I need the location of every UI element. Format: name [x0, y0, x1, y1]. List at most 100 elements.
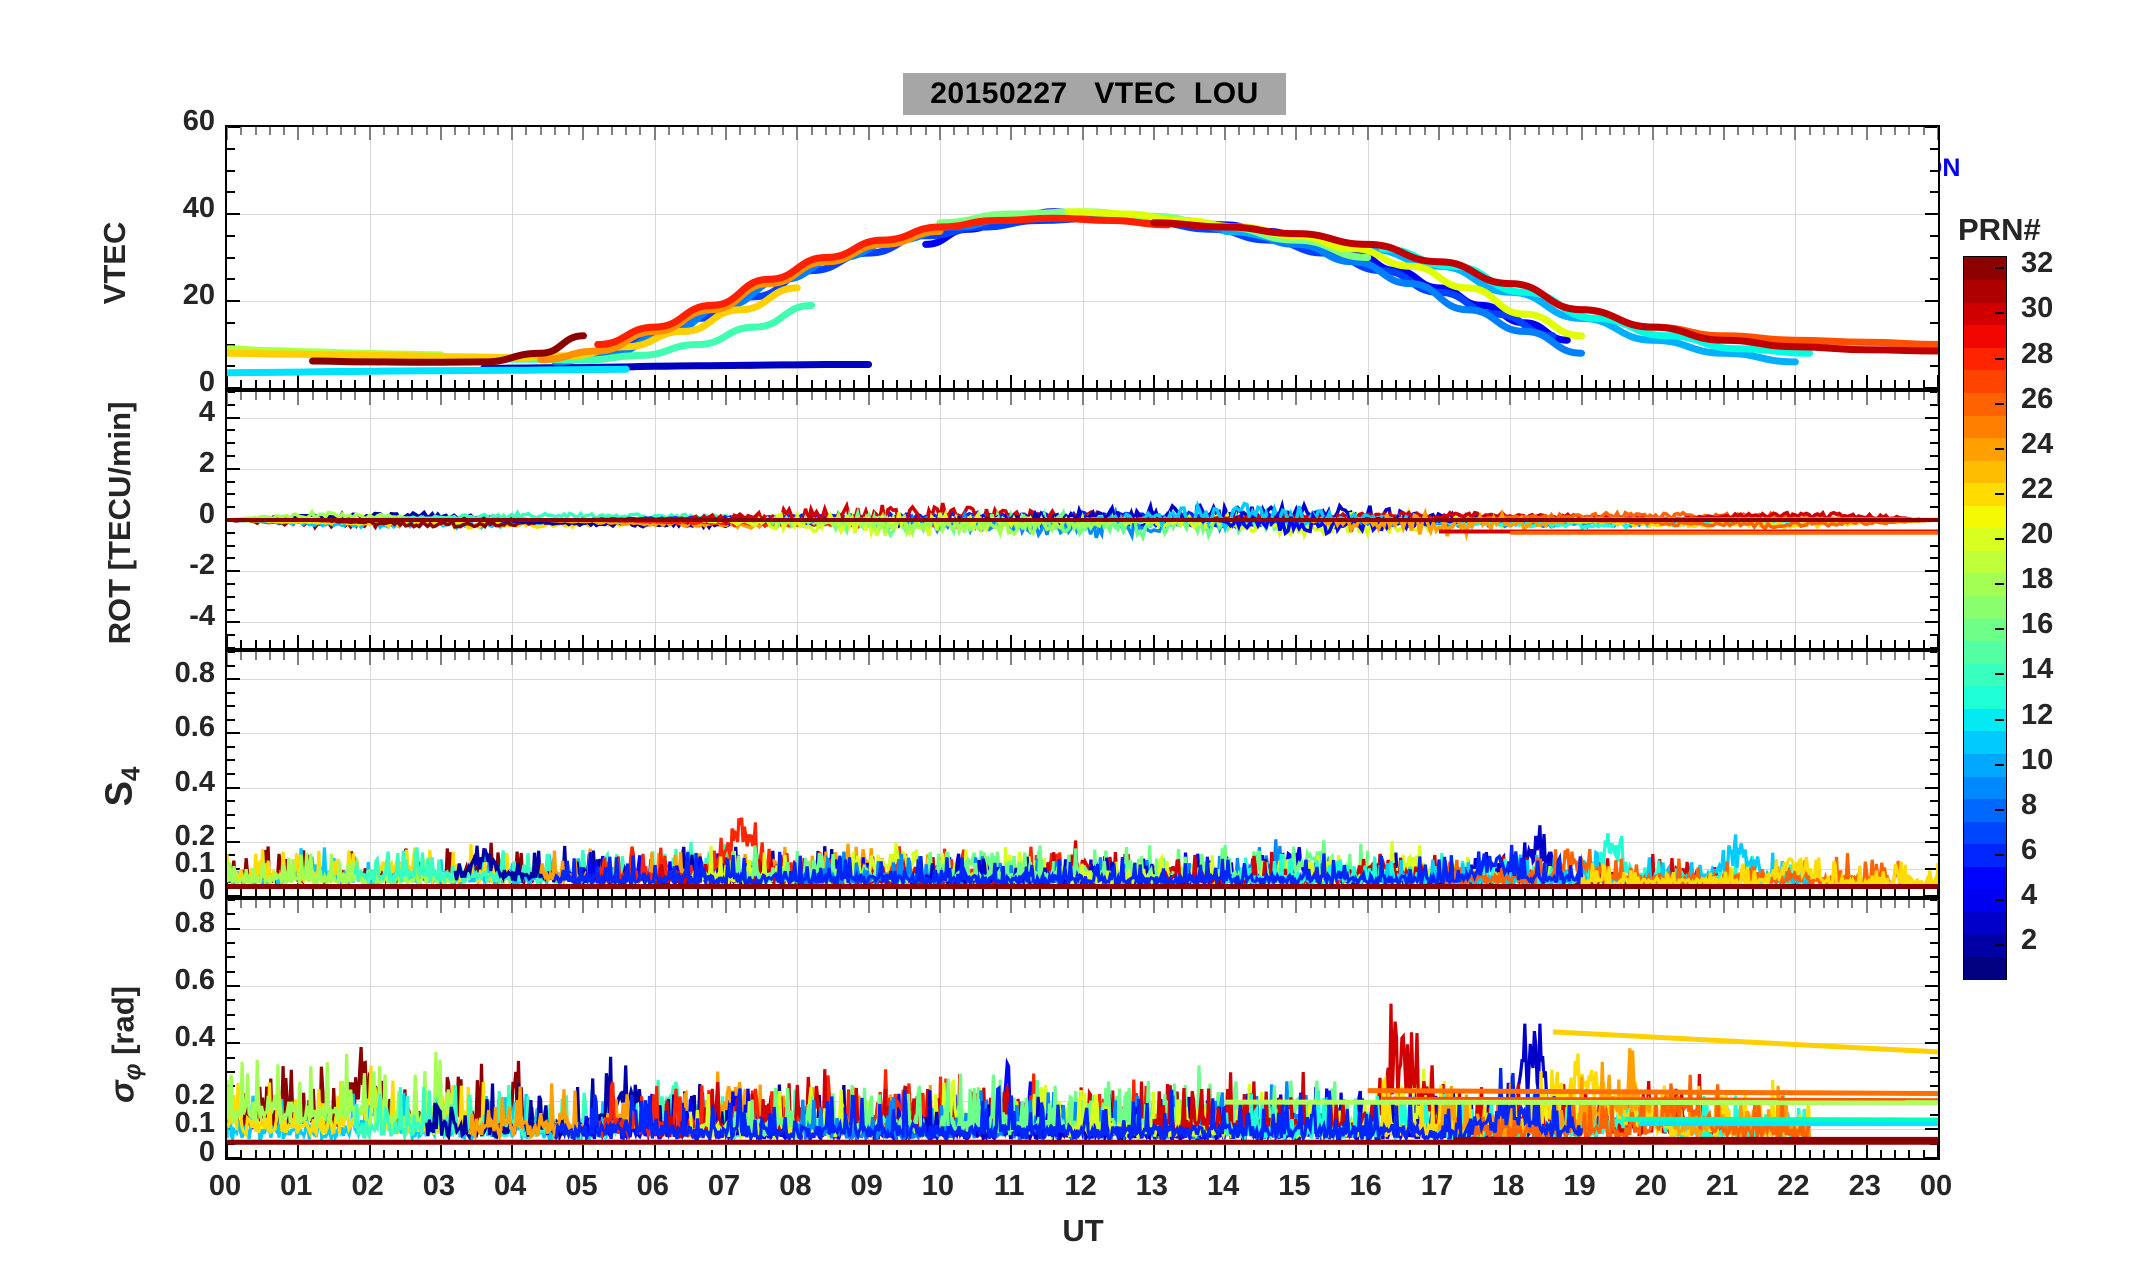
colorbar-segment-prn-9: [1964, 775, 2006, 800]
x-tick-top: [639, 900, 642, 908]
sigma-phi-flat-line-1: [1367, 1088, 1938, 1096]
x-tick-top: [668, 392, 670, 400]
x-tick: [1309, 888, 1312, 896]
x-tick-top: [610, 900, 613, 908]
x-tick: [1851, 888, 1854, 896]
x-tick: [739, 640, 742, 648]
x-tick: [1480, 640, 1483, 648]
x-tick: [1694, 640, 1697, 648]
x-tick-top: [1922, 127, 1925, 135]
x-tick-top: [1694, 127, 1697, 135]
x-tick-top: [1552, 900, 1555, 908]
x-tick-top: [482, 392, 485, 400]
x-tick: [283, 1150, 286, 1158]
x-tick-top: [1780, 127, 1783, 135]
x-tick-top: [1666, 392, 1669, 400]
x-tick: [1224, 635, 1227, 648]
x-tick-top: [910, 127, 913, 135]
x-tick: [1209, 888, 1212, 896]
gridline-vertical: [1225, 127, 1227, 388]
x-tick-top: [283, 900, 286, 908]
x-tick: [1380, 640, 1383, 648]
x-tick: [1038, 1150, 1041, 1158]
x-tick: [539, 1150, 542, 1158]
y-tick-label: 20: [182, 279, 215, 311]
y-tick: [227, 854, 235, 857]
x-tick: [1266, 380, 1269, 388]
x-tick-top: [668, 127, 670, 135]
x-tick-top: [496, 900, 499, 908]
x-tick: [1480, 1150, 1483, 1158]
x-tick-top: [1437, 127, 1440, 140]
gridline-vertical: [512, 900, 514, 1158]
x-tick-top: [1865, 652, 1868, 665]
colorbar-segment-prn-24: [1964, 437, 2006, 461]
y-tick: [227, 493, 235, 496]
x-tick: [1780, 888, 1783, 896]
x-tick-top: [1081, 127, 1084, 140]
x-tick-top: [1181, 127, 1184, 135]
x-tick-top: [297, 392, 300, 405]
x-tick: [610, 1150, 613, 1158]
x-tick: [1552, 380, 1555, 388]
x-tick-top: [1067, 392, 1070, 400]
x-tick: [924, 380, 927, 388]
y-tick: [227, 480, 235, 483]
colorbar-segment-prn-21: [1964, 505, 2006, 529]
x-tick-top: [1167, 652, 1170, 660]
vtec-traces: [227, 208, 1938, 377]
x-tick: [511, 1145, 514, 1158]
vtec-plot-area: [227, 127, 1938, 388]
colorbar-tick-label: 6: [2021, 833, 2038, 866]
y-tick: [1930, 900, 1938, 901]
x-tick: [1152, 635, 1155, 648]
x-tick-label: 22: [1777, 1170, 1810, 1202]
gridline-vertical: [654, 652, 656, 896]
y-tick: [1925, 467, 1938, 470]
colorbar-segment-prn-8: [1964, 798, 2006, 822]
x-tick-top: [610, 392, 613, 400]
x-tick: [425, 380, 428, 388]
x-tick-top: [682, 652, 685, 660]
x-tick: [553, 1150, 556, 1158]
colorbar-segment-prn-32: [1964, 257, 2006, 281]
y-tick: [1930, 1114, 1938, 1116]
x-tick-top: [1110, 900, 1113, 908]
x-tick-label: 07: [707, 1170, 741, 1202]
x-tick: [839, 1150, 842, 1158]
x-tick: [268, 640, 271, 648]
x-tick: [967, 1150, 970, 1158]
x-tick-top: [254, 392, 257, 400]
x-tick: [1879, 888, 1882, 896]
x-tick: [1380, 380, 1383, 388]
y-tick: [1930, 652, 1938, 653]
x-tick-top: [596, 652, 599, 660]
gridline-vertical: [512, 127, 514, 388]
x-tick-top: [1309, 392, 1312, 400]
colorbar-segment-prn-7: [1964, 821, 2006, 845]
colorbar[interactable]: [1963, 256, 2007, 980]
x-tick-label: 11: [993, 1170, 1025, 1202]
x-tick-top: [881, 392, 884, 400]
x-tick: [625, 888, 628, 896]
x-tick: [1594, 888, 1597, 896]
x-tick-top: [368, 652, 371, 665]
x-tick: [482, 1150, 485, 1158]
x-tick: [1780, 640, 1783, 648]
x-tick-top: [1908, 392, 1911, 400]
x-tick: [1409, 888, 1412, 896]
x-tick-top: [311, 392, 314, 400]
x-tick-top: [553, 392, 556, 400]
x-tick-top: [881, 900, 884, 908]
x-tick-top: [1794, 392, 1797, 405]
x-tick-label: 01: [280, 1170, 313, 1202]
x-tick: [1338, 1150, 1341, 1158]
x-tick: [938, 375, 941, 388]
x-tick-top: [625, 127, 628, 135]
x-tick-top: [1266, 652, 1269, 660]
x-tick: [1851, 380, 1854, 388]
x-tick: [1894, 380, 1897, 388]
colorbar-title: PRN#: [1958, 212, 2041, 247]
x-tick: [1323, 640, 1326, 648]
x-tick: [710, 1150, 713, 1158]
